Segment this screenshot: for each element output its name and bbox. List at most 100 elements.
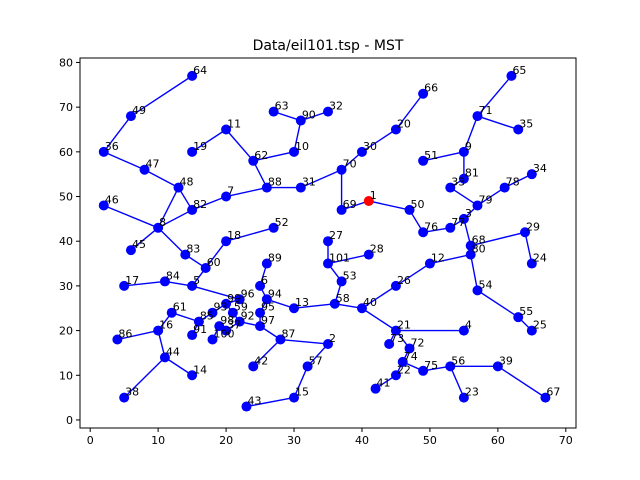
node-label-49: 49 bbox=[132, 104, 146, 117]
mst-edge-71-35 bbox=[477, 115, 519, 131]
node-label-54: 54 bbox=[478, 278, 492, 291]
node-label-89: 89 bbox=[268, 252, 282, 265]
node-75 bbox=[418, 365, 429, 376]
mst-edge-9-51 bbox=[422, 151, 465, 162]
mst-edge-56-23 bbox=[449, 366, 465, 398]
node-label-58: 58 bbox=[336, 292, 350, 305]
node-label-37: 37 bbox=[227, 319, 241, 332]
node-label-60: 60 bbox=[207, 256, 221, 269]
node-6 bbox=[255, 280, 266, 291]
mst-edge-26-40 bbox=[361, 285, 397, 309]
node-10 bbox=[289, 146, 300, 157]
x-tick-label-50: 50 bbox=[423, 434, 437, 447]
node-83 bbox=[180, 249, 191, 260]
node-label-24: 24 bbox=[533, 252, 547, 265]
node-label-33: 33 bbox=[451, 176, 465, 189]
node-label-20: 20 bbox=[397, 117, 411, 130]
node-91 bbox=[187, 330, 198, 341]
node-20 bbox=[390, 124, 401, 135]
node-layer bbox=[98, 70, 551, 412]
node-label-72: 72 bbox=[411, 336, 425, 349]
node-label-90: 90 bbox=[302, 109, 316, 122]
mst-edge-9-71 bbox=[463, 115, 479, 153]
y-tick-label-30: 30 bbox=[59, 280, 73, 293]
mst-edge-15-43 bbox=[246, 396, 295, 408]
mst-edge-49-36 bbox=[103, 115, 132, 153]
y-tick-label-70: 70 bbox=[59, 101, 73, 114]
node-label-61: 61 bbox=[173, 301, 187, 314]
node-63 bbox=[268, 106, 279, 117]
node-64 bbox=[187, 70, 198, 81]
node-label-4: 4 bbox=[465, 319, 472, 332]
node-label-69: 69 bbox=[343, 198, 357, 211]
node-label-99: 99 bbox=[227, 292, 241, 305]
node-label-70: 70 bbox=[343, 158, 357, 171]
node-32 bbox=[323, 106, 333, 117]
node-label-83: 83 bbox=[186, 243, 200, 256]
node-label-36: 36 bbox=[105, 140, 119, 153]
mst-edge-44-14 bbox=[164, 356, 193, 376]
mst-edge-10-90 bbox=[293, 120, 302, 152]
node-60 bbox=[200, 263, 211, 274]
node-25 bbox=[526, 325, 537, 336]
node-57 bbox=[302, 361, 313, 372]
node-68 bbox=[465, 240, 476, 251]
node-1 bbox=[363, 195, 374, 206]
node-17 bbox=[119, 280, 130, 291]
node-58 bbox=[329, 298, 340, 309]
node-label-44: 44 bbox=[166, 345, 180, 358]
mst-edge-60-18 bbox=[205, 240, 227, 269]
node-74 bbox=[397, 356, 408, 367]
node-65 bbox=[506, 70, 517, 81]
node-40 bbox=[356, 303, 367, 314]
node-76 bbox=[418, 227, 429, 238]
mst-edge-7-88 bbox=[225, 186, 267, 198]
node-52 bbox=[268, 222, 279, 233]
node-label-8: 8 bbox=[159, 216, 166, 229]
node-99 bbox=[221, 298, 232, 309]
node-label-52: 52 bbox=[275, 216, 289, 229]
node-label-82: 82 bbox=[193, 198, 207, 211]
node-24 bbox=[526, 258, 537, 269]
node-87 bbox=[275, 334, 286, 345]
node-label-92: 92 bbox=[241, 310, 255, 323]
node-56 bbox=[445, 361, 456, 372]
mst-edge-5-96 bbox=[191, 285, 240, 300]
node-4 bbox=[458, 325, 469, 336]
node-79 bbox=[472, 200, 483, 211]
node-69 bbox=[336, 204, 347, 215]
node-label-93: 93 bbox=[213, 301, 227, 314]
y-tick-label-40: 40 bbox=[59, 235, 73, 248]
node-label-71: 71 bbox=[478, 104, 492, 117]
node-label-43: 43 bbox=[247, 395, 261, 408]
node-94 bbox=[261, 294, 272, 305]
node-label-53: 53 bbox=[343, 269, 357, 282]
mst-edge-48-8 bbox=[157, 187, 180, 229]
node-label-74: 74 bbox=[404, 350, 418, 363]
node-label-34: 34 bbox=[533, 162, 547, 175]
mst-edge-30-20 bbox=[361, 128, 397, 153]
mst-edge-84-17 bbox=[124, 280, 166, 287]
node-label-18: 18 bbox=[227, 229, 241, 242]
node-55 bbox=[513, 312, 524, 323]
node-label-57: 57 bbox=[309, 354, 323, 367]
x-tick-label-10: 10 bbox=[151, 434, 165, 447]
mst-edge-54-55 bbox=[477, 289, 519, 318]
node-81 bbox=[458, 173, 469, 184]
node-label-22: 22 bbox=[397, 363, 411, 376]
mst-edge-58-13 bbox=[293, 303, 335, 309]
node-label-84: 84 bbox=[166, 269, 180, 282]
x-tick-label-60: 60 bbox=[491, 434, 505, 447]
node-2 bbox=[323, 338, 333, 349]
node-85 bbox=[193, 316, 204, 327]
y-tick-label-20: 20 bbox=[59, 325, 73, 338]
node-label-51: 51 bbox=[424, 149, 438, 162]
node-label-66: 66 bbox=[424, 82, 438, 95]
mst-edge-79-33 bbox=[449, 187, 478, 207]
x-tick-label-40: 40 bbox=[355, 434, 369, 447]
node-label-35: 35 bbox=[519, 117, 533, 130]
node-96 bbox=[234, 294, 245, 305]
node-30 bbox=[356, 146, 367, 157]
node-label-2: 2 bbox=[329, 332, 336, 345]
